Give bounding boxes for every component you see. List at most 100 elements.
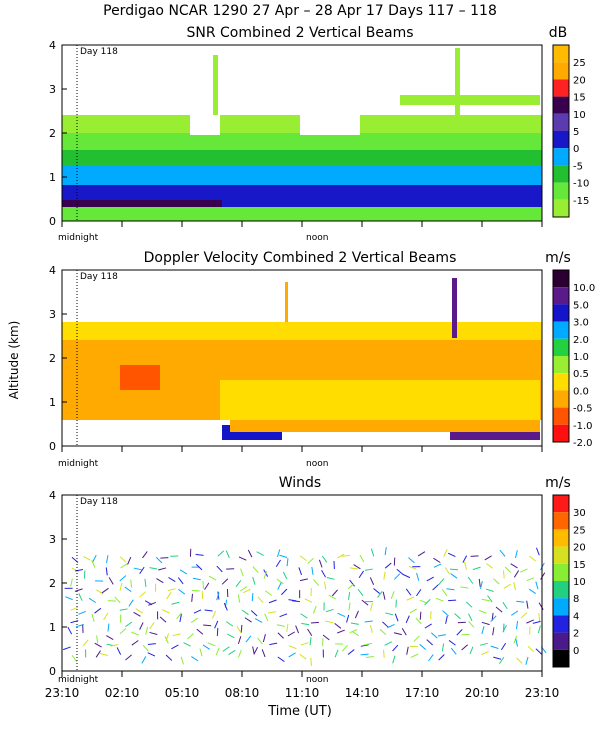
wind-barb [377,590,383,598]
wind-barb [416,588,422,597]
wind-barb [515,638,518,647]
wind-barb [334,622,342,629]
wind-barb [71,655,78,663]
wind-barb [503,583,511,589]
wind-barb [133,611,141,617]
winds-colorbar-swatch [553,512,569,530]
snr-y-tick-label: 4 [49,39,56,52]
wind-barb [82,639,89,647]
wind-barb [254,618,263,623]
wind-barb [62,646,71,651]
wind-barb [462,555,468,563]
wind-barb [433,563,442,568]
wind-barb [276,624,285,627]
wind-barb [413,635,420,642]
snr-colorbar-swatch [553,79,569,97]
wind-barb [119,556,127,563]
wind-barb [148,601,156,606]
wind-barb [311,566,314,575]
velocity-colorbar-swatch [553,356,569,374]
winds-colorbar-label: 2 [573,629,579,640]
wind-barb [443,549,448,557]
wind-barb [438,578,445,585]
wind-barb [264,590,273,596]
wind-barb [322,634,330,641]
snr-noon-label: noon [306,233,328,243]
wind-barb [461,633,470,636]
wind-barb [504,566,512,573]
wind-barb [360,653,369,656]
wind-barb [91,613,95,622]
wind-barb [464,561,467,570]
snr-colorbar-swatch [553,113,569,131]
wind-barb [96,589,104,595]
wind-barb [287,631,296,637]
winds-colorbar-swatch [553,563,569,581]
wind-barb [155,556,163,564]
wind-barb [321,569,326,578]
wind-barb [268,611,277,614]
wind-barb [95,650,101,658]
velocity-colorbar-swatch [553,338,569,356]
velocity-spike [452,278,457,338]
snr-colorbar-label: 25 [573,58,586,69]
wind-barb [279,554,288,558]
wind-barb [535,648,543,655]
wind-barb [238,556,247,561]
velocity-colorbar-label: 0.5 [573,369,589,380]
wind-barb [301,622,310,626]
wind-barb [142,645,149,652]
wind-barb [286,558,289,567]
wind-barb [268,599,277,604]
wind-barb [67,626,73,635]
winds-barbs [62,547,547,666]
wind-barb [328,594,336,600]
wind-barb [74,569,84,572]
wind-barb [336,553,345,559]
time-tick-labels: 23:10 02:10 05:10 08:10 11:10 14:10 17:10 20:10… [45,686,560,700]
wind-barb [426,639,433,646]
wind-barb [299,578,308,582]
wind-barb [528,588,536,594]
wind-barb [479,642,488,646]
wind-barb [288,645,297,650]
wind-barb [416,572,420,581]
wind-barb [256,551,264,556]
wind-barb [298,567,303,576]
wind-barb [195,563,203,571]
wind-barb [469,646,474,655]
wind-barb [192,577,201,581]
wind-barb [516,657,523,664]
wind-barb [216,627,219,636]
velocity-band-low [62,420,222,446]
wind-barb [369,624,373,633]
velocity-heatmap [62,278,542,446]
wind-barb [227,633,235,639]
wind-barb [223,602,228,611]
time-tick-label: 23:10 [45,686,80,700]
wind-barb [468,621,475,628]
wind-barb [364,642,373,646]
wind-barb [108,577,114,585]
wind-barb [347,583,355,590]
velocity-colorbar-swatch [553,407,569,425]
wind-barb [252,566,259,573]
wind-barb [486,563,494,569]
y-axis-label: Altitude (km) [7,321,21,400]
wind-barb [502,624,507,633]
wind-barb [179,614,182,623]
wind-barb [382,591,386,600]
wind-barb [222,646,230,652]
wind-barb [147,643,156,645]
wind-barb [226,621,234,627]
winds-colorbar-frame [552,494,570,668]
wind-barb [247,549,253,558]
wind-barb [178,588,186,595]
wind-barb [448,640,456,646]
wind-barb [341,644,348,652]
wind-barb [179,569,188,575]
wind-barb [99,653,108,656]
wind-barb [191,593,194,602]
wind-barb [91,560,96,568]
